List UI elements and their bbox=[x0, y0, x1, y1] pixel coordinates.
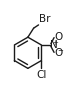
Text: −: − bbox=[57, 48, 63, 54]
Text: Cl: Cl bbox=[36, 70, 47, 80]
Text: Br: Br bbox=[39, 14, 50, 24]
Text: O: O bbox=[54, 32, 63, 42]
Text: O: O bbox=[54, 48, 63, 58]
Text: N: N bbox=[50, 40, 58, 50]
Text: +: + bbox=[53, 40, 59, 46]
